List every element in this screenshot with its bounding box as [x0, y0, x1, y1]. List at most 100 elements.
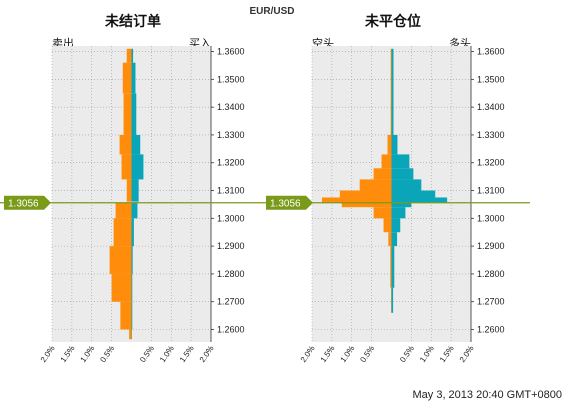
bar-买入 — [131, 62, 136, 94]
bar-多头 — [391, 207, 406, 219]
bar-多头 — [391, 190, 436, 198]
y-tick-label: 1.3200 — [217, 158, 245, 168]
y-tick-label: 1.2900 — [477, 241, 505, 251]
bar-买入 — [131, 246, 133, 274]
bar-多头 — [391, 134, 398, 155]
y-axis-open-positions: 1.3600 1.3500 1.3400 1.3300 1.3200 1.3100 1.30… — [470, 46, 505, 342]
y-tick-label: 1.3100 — [217, 186, 245, 196]
y-tick-label: 1.2900 — [217, 241, 245, 251]
price-tag-open-positions — [266, 195, 313, 210]
y-tick-label: 1.2800 — [217, 269, 245, 279]
bar-卖出 — [111, 273, 132, 302]
y-tick-label: 1.3300 — [217, 130, 245, 140]
bar-卖出 — [122, 62, 132, 94]
x-tick-label: 1.0% — [79, 344, 97, 364]
bar-卖出 — [123, 93, 132, 135]
timestamp: May 3, 2013 20:40 GMT+0800 — [412, 389, 562, 401]
y-tick-label: 1.3200 — [477, 158, 505, 168]
bars-open-orders — [109, 48, 144, 340]
y-tick-label: 1.3600 — [217, 47, 245, 57]
y-tick-label: 1.2700 — [217, 297, 245, 307]
x-tick-label: 2.0% — [458, 344, 476, 364]
bar-卖出 — [121, 154, 132, 180]
y-tick-label: 1.3600 — [477, 47, 505, 57]
bar-卖出 — [113, 218, 132, 247]
bar-买入 — [131, 301, 133, 330]
current-price-line: 1.3056 1.3056 — [0, 195, 530, 210]
bar-买入 — [131, 134, 141, 155]
bar-空头 — [383, 218, 392, 233]
y-tick-label: 1.3400 — [217, 102, 245, 112]
y-tick-label: 1.3000 — [217, 213, 245, 223]
y-tick-label: 1.2700 — [477, 297, 505, 307]
panel-title-open-positions: 未平仓位 — [365, 13, 421, 30]
panel-open-orders: 未结订单 卖出 买入 1.36001.35001.34001.33001.320… — [39, 13, 245, 364]
bar-多头 — [391, 154, 410, 169]
x-tick-label: 2.0% — [39, 344, 57, 364]
x-axis-open-orders: 2.0% 1.5% 1.0% 0.5% 0.5% 1.0% 1.5% 2.0% — [39, 344, 216, 364]
y-tick-label: 1.3400 — [477, 102, 505, 112]
bar-卖出 — [129, 329, 132, 340]
bars-open-positions — [321, 48, 448, 313]
y-axis-open-orders: 1.3600 1.3500 1.3400 1.3300 1.3200 1.3100 1.30… — [210, 46, 245, 342]
bar-多头 — [391, 232, 398, 247]
bar-卖出 — [115, 202, 132, 219]
bar-买入 — [131, 179, 139, 202]
panel-open-positions: 未平仓位 空头 多头 1.36001.35001.34001.33001.320… — [299, 13, 505, 364]
bar-多头 — [391, 179, 422, 191]
x-tick-label: 0.5% — [98, 344, 116, 364]
bar-多头 — [391, 168, 414, 180]
bar-买入 — [131, 273, 133, 302]
x-tick-label: 1.5% — [178, 344, 196, 364]
y-tick-label: 1.2600 — [217, 324, 245, 334]
bar-买入 — [131, 93, 137, 135]
bar-空头 — [339, 190, 392, 198]
bar-买入 — [131, 218, 134, 247]
bar-卖出 — [120, 301, 132, 330]
bar-空头 — [381, 154, 392, 169]
bar-多头 — [391, 287, 394, 313]
bar-空头 — [390, 48, 392, 135]
price-tag-open-positions-text: 1.3056 — [270, 198, 301, 209]
x-tick-label: 1.5% — [438, 344, 456, 364]
y-tick-label: 1.2800 — [477, 269, 505, 279]
bar-多头 — [391, 246, 395, 288]
x-tick-label: 0.5% — [398, 344, 416, 364]
bar-多头 — [391, 218, 401, 233]
bar-空头 — [390, 246, 392, 288]
bar-卖出 — [126, 179, 132, 202]
x-tick-label: 2.0% — [198, 344, 216, 364]
price-tag-open-orders — [4, 195, 51, 210]
chart-title: EUR/USD — [249, 6, 294, 17]
bar-空头 — [387, 134, 392, 155]
y-tick-label: 1.3500 — [217, 74, 245, 84]
bar-空头 — [373, 168, 392, 180]
y-tick-label: 1.3500 — [477, 74, 505, 84]
y-tick-label: 1.2600 — [477, 324, 505, 334]
bar-多头 — [391, 48, 394, 135]
bar-多头 — [391, 202, 412, 208]
y-tick-label: 1.3300 — [477, 130, 505, 140]
bar-多头 — [391, 197, 448, 203]
x-tick-label: 1.0% — [158, 344, 176, 364]
bar-卖出 — [119, 134, 132, 155]
bar-买入 — [131, 202, 138, 219]
x-tick-label: 1.5% — [319, 344, 337, 364]
x-tick-label: 2.0% — [299, 344, 317, 364]
bar-空头 — [388, 232, 392, 247]
bar-空头 — [373, 207, 392, 219]
price-tag-open-orders-text: 1.3056 — [8, 198, 39, 209]
bar-买入 — [131, 154, 144, 180]
bar-空头 — [341, 202, 392, 208]
x-tick-label: 1.0% — [418, 344, 436, 364]
bar-卖出 — [109, 246, 132, 274]
bar-买入 — [131, 48, 134, 63]
bar-空头 — [359, 179, 392, 191]
y-tick-label: 1.3000 — [477, 213, 505, 223]
x-tick-label: 0.5% — [358, 344, 376, 364]
x-tick-label: 1.5% — [59, 344, 77, 364]
x-axis-open-positions: 2.0% 1.5% 1.0% 0.5% 0.5% 1.0% 1.5% 2.0% — [299, 344, 476, 364]
y-tick-label: 1.3100 — [477, 186, 505, 196]
x-tick-label: 1.0% — [339, 344, 357, 364]
